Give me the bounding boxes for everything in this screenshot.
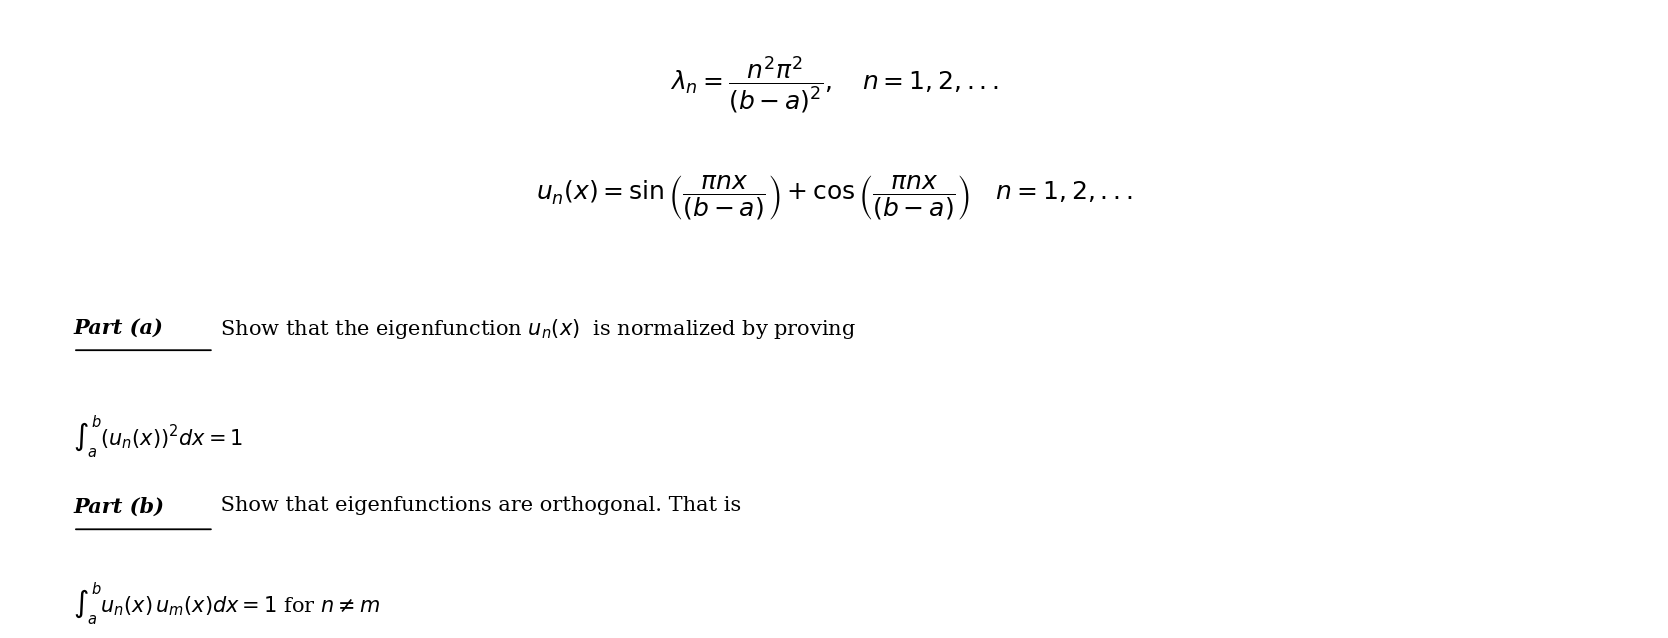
Text: Part (b): Part (b) (73, 496, 163, 516)
Text: Part (a): Part (a) (73, 317, 163, 338)
Text: Show that eigenfunctions are orthogonal. That is: Show that eigenfunctions are orthogonal.… (214, 496, 741, 516)
Text: $u_n(x) = \sin\left(\dfrac{\pi nx}{(b-a)}\right) + \cos\left(\dfrac{\pi nx}{(b-a: $u_n(x) = \sin\left(\dfrac{\pi nx}{(b-a)… (535, 174, 1133, 223)
Text: $\int_a^b (u_n(x))^2 dx = 1$: $\int_a^b (u_n(x))^2 dx = 1$ (73, 413, 244, 459)
Text: $\int_a^b u_n(x)\, u_m(x)dx = 1$ for $n \neq m$: $\int_a^b u_n(x)\, u_m(x)dx = 1$ for $n … (73, 580, 380, 627)
Text: $\lambda_n = \dfrac{n^2\pi^2}{(b-a)^2}, \quad n = 1,2,...$: $\lambda_n = \dfrac{n^2\pi^2}{(b-a)^2}, … (669, 55, 999, 115)
Text: Show that the eigenfunction $u_n(x)$  is normalized by proving: Show that the eigenfunction $u_n(x)$ is … (214, 317, 856, 341)
